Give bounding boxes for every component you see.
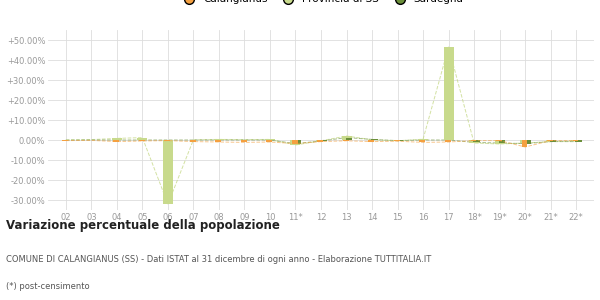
Bar [137,138,148,140]
Bar [470,140,476,141]
Text: (*) post-censimento: (*) post-censimento [6,282,89,291]
Bar [316,140,326,141]
Bar [469,140,479,143]
Bar [575,140,582,142]
Bar [190,140,196,142]
Bar [62,140,68,141]
Bar [571,140,581,141]
Bar [241,140,247,142]
Bar [215,140,221,142]
Bar [320,140,327,141]
Bar [368,140,374,142]
Bar [164,140,170,141]
Text: COMUNE DI CALANGIANUS (SS) - Dati ISTAT al 31 dicembre di ogni anno - Elaborazio: COMUNE DI CALANGIANUS (SS) - Dati ISTAT … [6,255,431,264]
Legend: Calangianus, Provincia di SS, Sardegna: Calangianus, Provincia di SS, Sardegna [175,0,467,8]
Bar [292,140,298,144]
Bar [397,140,403,141]
Bar [572,140,578,141]
Bar [545,140,556,142]
Bar [520,140,530,143]
Bar [547,140,553,141]
Text: Variazione percentuale della popolazione: Variazione percentuale della popolazione [6,219,280,232]
Bar [266,140,272,142]
Bar [317,140,323,142]
Bar [392,140,403,141]
Bar [496,140,502,141]
Bar [113,140,119,142]
Bar [499,140,505,143]
Bar [346,138,352,140]
Bar [343,140,349,141]
Bar [394,140,400,141]
Bar [494,140,505,144]
Bar [418,139,428,140]
Bar [295,140,301,144]
Bar [419,140,425,142]
Bar [341,136,352,140]
Bar [163,140,173,204]
Bar [443,47,454,140]
Bar [521,140,527,147]
Bar [290,140,301,145]
Bar [550,140,556,142]
Bar [139,140,145,141]
Bar [112,138,122,140]
Bar [473,140,480,142]
Bar [445,140,451,142]
Bar [524,140,531,144]
